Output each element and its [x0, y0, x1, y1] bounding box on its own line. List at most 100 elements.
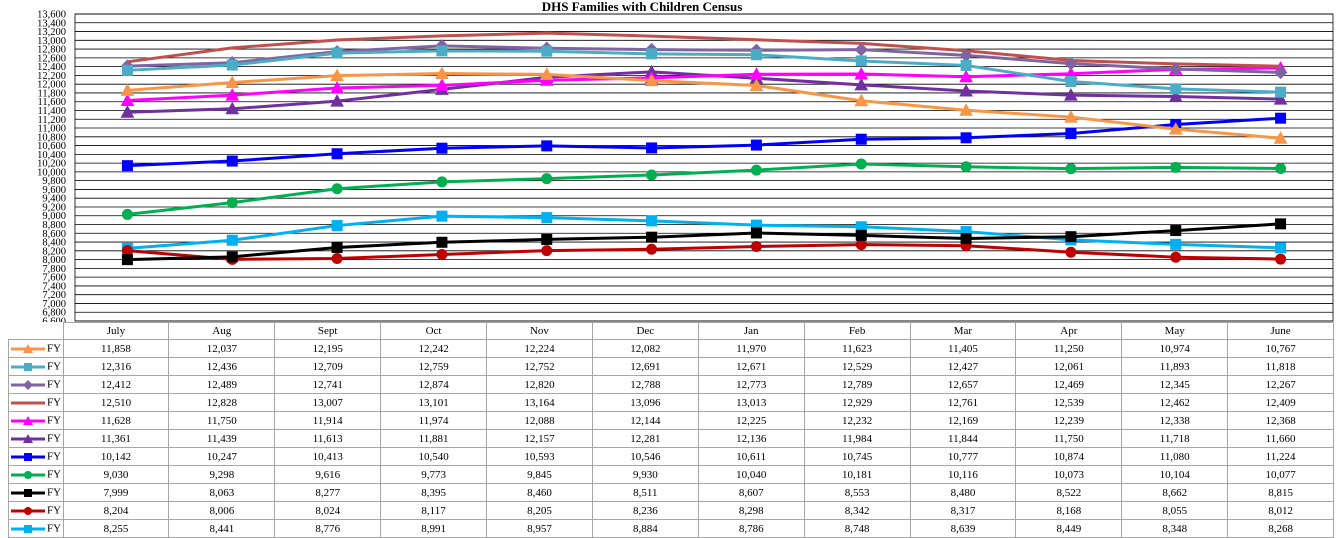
- table-cell: 11,893: [1121, 357, 1229, 376]
- data-point: [854, 93, 869, 107]
- y-tick-label: 8,000: [42, 255, 66, 266]
- table-cell: 11,984: [803, 429, 911, 448]
- table-row: FY 1812,41212,48912,74112,87412,82012,78…: [8, 375, 1334, 394]
- line-chart: DHS Families with Children Census 6,6006…: [37, 0, 1334, 322]
- data-point: [1275, 242, 1287, 254]
- data-point: [436, 176, 448, 188]
- table-cell: 12,752: [486, 357, 593, 376]
- table-cell: 12,136: [697, 429, 805, 448]
- table-cell: 12,281: [591, 429, 699, 448]
- table-cell: 11,660: [1227, 429, 1334, 448]
- data-point: [331, 183, 343, 195]
- table-cell: 12,469: [1015, 375, 1123, 394]
- table-row: FY 139,0309,2989,6169,7739,8459,93010,04…: [8, 465, 1334, 484]
- data-point: [330, 68, 344, 82]
- table-cell: 12,773: [697, 375, 805, 394]
- table-column-header: May: [1121, 322, 1229, 340]
- table-cell: 9,298: [168, 465, 276, 484]
- y-tick-label: 9,600: [42, 185, 66, 196]
- data-point: [750, 227, 762, 239]
- y-tick-label: 10,000: [37, 167, 66, 178]
- table-cell: 12,225: [697, 411, 805, 430]
- table-cell: 12,789: [803, 375, 911, 394]
- y-tick-label: 8,800: [42, 220, 66, 231]
- data-point: [225, 101, 240, 115]
- table-cell: 8,957: [486, 519, 593, 538]
- series-label: FY 16: [47, 414, 62, 427]
- data-point: [1275, 86, 1287, 98]
- table-cell: 8,441: [168, 519, 276, 538]
- table-cell: 11,718: [1121, 429, 1229, 448]
- table-cell: 12,232: [803, 411, 911, 430]
- table-cell: 11,750: [168, 411, 276, 430]
- table-cell: 8,991: [380, 519, 487, 538]
- data-point: [646, 215, 658, 227]
- data-point: [121, 254, 133, 266]
- data-point: [1065, 75, 1077, 87]
- series-line: [127, 214, 1281, 250]
- y-tick-label: 12,800: [37, 45, 66, 56]
- legend-key-cell: FY 19: [8, 357, 64, 376]
- data-point: [960, 132, 972, 144]
- data-point: [436, 142, 448, 154]
- table-cell: 12,316: [62, 357, 170, 376]
- data-point: [226, 155, 238, 167]
- series-label: FY 18: [47, 378, 62, 391]
- table-cell: 11,405: [909, 339, 1017, 358]
- table-cell: 10,104: [1121, 465, 1229, 484]
- data-point: [436, 236, 448, 248]
- legend-swatch: [11, 433, 45, 443]
- table-cell: 9,845: [486, 465, 593, 484]
- table-cell: 8,786: [697, 519, 805, 538]
- data-point: [541, 45, 553, 57]
- table-cell: 12,242: [380, 339, 487, 358]
- legend-swatch: [11, 506, 45, 515]
- data-point: [1065, 128, 1077, 140]
- data-point: [121, 160, 133, 172]
- table-cell: 12,529: [803, 357, 911, 376]
- y-tick-label: 10,200: [37, 159, 66, 170]
- series-label: FY 19: [47, 360, 62, 373]
- data-point: [1170, 251, 1182, 263]
- table-cell: 12,828: [168, 393, 276, 412]
- data-point: [226, 197, 238, 209]
- legend-swatch: [11, 401, 45, 405]
- table-cell: 8,815: [1227, 483, 1334, 502]
- table-column-header: June: [1227, 322, 1334, 340]
- data-point: [1168, 122, 1183, 135]
- legend-key-cell: FY 11: [8, 501, 64, 520]
- legend-key-cell: FY 18: [8, 375, 64, 394]
- table-row: FY 1410,14210,24710,41310,54010,59310,54…: [8, 447, 1334, 466]
- series-fy-19: [121, 45, 1287, 98]
- series-fy-14: [121, 112, 1287, 172]
- data-point: [855, 133, 867, 145]
- table-cell: 10,874: [1015, 447, 1123, 466]
- table-cell: 12,061: [1015, 357, 1123, 376]
- table-cell: 12,345: [1121, 375, 1229, 394]
- table-cell: 8,395: [380, 483, 487, 502]
- data-point: [1170, 238, 1182, 250]
- y-tick-label: 6,800: [42, 308, 66, 319]
- data-point: [1273, 131, 1288, 144]
- table-cell: 12,157: [486, 429, 593, 448]
- table-cell: 11,974: [380, 411, 487, 430]
- table-cell: 10,181: [803, 465, 911, 484]
- data-point: [749, 78, 764, 91]
- data-point: [541, 212, 553, 224]
- data-point: [1064, 56, 1078, 71]
- table-cell: 11,818: [1227, 357, 1334, 376]
- table-cell: 12,741: [274, 375, 382, 394]
- data-point: [854, 77, 869, 91]
- data-point: [1273, 92, 1288, 105]
- legend-swatch: [11, 524, 45, 533]
- table-corner-cell: [8, 322, 64, 340]
- table-cell: 10,540: [380, 447, 487, 466]
- table-column-header: Aug: [168, 322, 276, 340]
- table-cell: 10,077: [1227, 465, 1334, 484]
- table-cell: 8,449: [1015, 519, 1123, 538]
- y-tick-label: 10,800: [37, 132, 66, 143]
- y-tick-label: 8,200: [42, 246, 66, 257]
- table-cell: 12,759: [380, 357, 487, 376]
- data-point: [226, 59, 238, 71]
- table-cell: 10,546: [591, 447, 699, 466]
